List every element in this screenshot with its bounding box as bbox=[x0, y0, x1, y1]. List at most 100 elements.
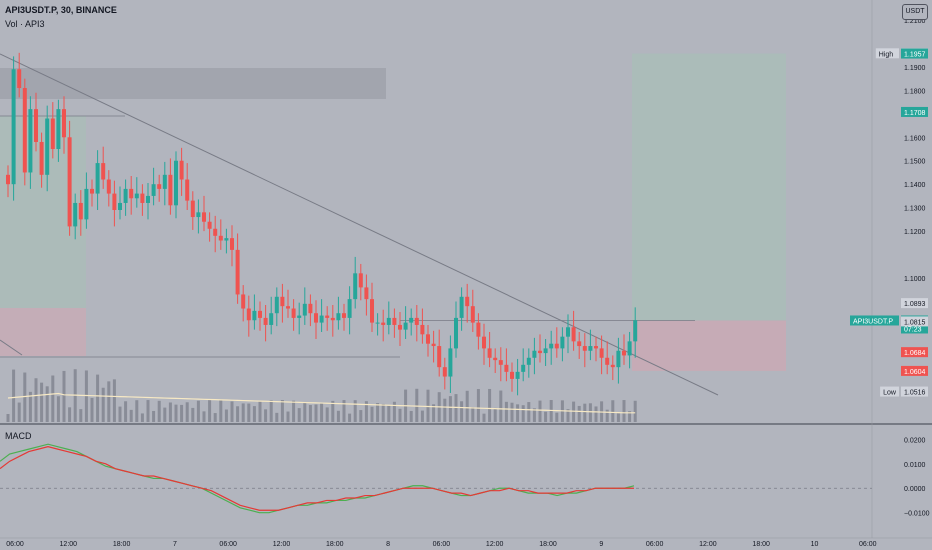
candle-body bbox=[560, 336, 565, 349]
price-tag bbox=[901, 347, 928, 358]
price-tag-label: API3USDT.P bbox=[853, 318, 893, 325]
volume-bar bbox=[241, 403, 245, 422]
volume-bar bbox=[107, 381, 111, 422]
candle-body bbox=[330, 317, 335, 321]
time-tick-label: 06:00 bbox=[859, 541, 877, 548]
volume-bar bbox=[504, 401, 508, 422]
candle-body bbox=[370, 299, 374, 323]
volume-bar bbox=[202, 411, 206, 422]
candle-body bbox=[252, 310, 257, 321]
price-tag-label-box bbox=[880, 386, 899, 397]
candle-body bbox=[123, 188, 128, 203]
candle-body bbox=[190, 200, 195, 218]
candle-body bbox=[235, 249, 240, 295]
volume-bar bbox=[28, 391, 32, 422]
volume-bar bbox=[432, 404, 436, 422]
candle-body bbox=[11, 69, 16, 185]
candle-body bbox=[67, 137, 72, 227]
volume-bar bbox=[443, 398, 447, 422]
candle-body bbox=[465, 296, 470, 307]
price-tick-label: 1.1200 bbox=[904, 229, 926, 236]
volume-bar bbox=[152, 410, 156, 422]
volume-bar bbox=[555, 412, 559, 422]
candle-body bbox=[140, 193, 145, 203]
time-tick-label: 06:00 bbox=[6, 541, 24, 548]
candle-body bbox=[414, 317, 419, 325]
volume-bar bbox=[471, 407, 475, 422]
price-tick-label: 1.1400 bbox=[904, 182, 926, 189]
currency-button[interactable]: USDT bbox=[902, 4, 928, 20]
time-tick-label: 10 bbox=[811, 541, 819, 548]
symbol-title: API3USDT.P, 30, BINANCE bbox=[5, 5, 117, 15]
price-tick-label: 1.2100 bbox=[904, 18, 926, 25]
volume-bar bbox=[527, 402, 531, 422]
candle-body bbox=[571, 327, 576, 342]
price-tick-label: 1.1600 bbox=[904, 135, 926, 142]
candle-body bbox=[521, 364, 526, 372]
volume-bar bbox=[622, 400, 626, 422]
volume-bar bbox=[124, 401, 128, 422]
volume-bar bbox=[426, 389, 430, 422]
volume-bar bbox=[325, 407, 329, 422]
candle-body bbox=[314, 313, 318, 323]
candle-body bbox=[616, 350, 621, 368]
volume-bar bbox=[6, 414, 10, 422]
candle-body bbox=[515, 371, 520, 379]
volume-bar bbox=[208, 400, 212, 422]
candle-body bbox=[90, 188, 94, 194]
trendline bbox=[0, 53, 719, 396]
volume-bar bbox=[224, 409, 228, 422]
time-tick-label: 8 bbox=[386, 541, 390, 548]
candle-body bbox=[286, 306, 290, 309]
candle-body bbox=[554, 343, 559, 349]
candle-body bbox=[325, 315, 330, 318]
price-tick-label: 1.1300 bbox=[904, 206, 926, 213]
candle-body bbox=[493, 357, 498, 361]
volume-bar bbox=[577, 405, 581, 422]
candle-body bbox=[162, 174, 167, 189]
time-tick-label: 18:00 bbox=[752, 541, 770, 548]
volume-bar bbox=[163, 407, 167, 422]
volume-bar bbox=[633, 400, 637, 422]
candle-body bbox=[526, 357, 531, 365]
price-tag bbox=[901, 316, 928, 327]
candle-body bbox=[487, 348, 492, 358]
candle-body bbox=[95, 163, 100, 194]
volume-bar bbox=[331, 400, 335, 422]
price-tag-label: High bbox=[879, 51, 894, 58]
volume-bar bbox=[275, 412, 279, 422]
volume-bar bbox=[499, 390, 503, 422]
time-tick-label: 06:00 bbox=[219, 541, 237, 548]
candle-body bbox=[403, 322, 408, 330]
candle-body bbox=[622, 350, 626, 356]
volume-bar bbox=[353, 400, 357, 422]
price-tag-value: 1.0604 bbox=[904, 369, 926, 376]
candle-body bbox=[627, 341, 632, 356]
candle-body bbox=[594, 346, 598, 349]
time-tick-label: 12:00 bbox=[273, 541, 291, 548]
candle-body bbox=[269, 313, 274, 325]
time-tick-label: 18:00 bbox=[113, 541, 131, 548]
target-zone bbox=[632, 53, 786, 321]
volume-bar bbox=[493, 407, 497, 422]
volume-bar bbox=[364, 401, 368, 422]
volume-bar bbox=[264, 409, 268, 422]
volume-bar bbox=[174, 404, 178, 422]
price-tag-value: 1.0815 bbox=[904, 319, 926, 326]
price-tag-countdown: 07:23 bbox=[904, 326, 922, 333]
candle-body bbox=[437, 346, 442, 368]
candle-body bbox=[213, 228, 218, 236]
price-tick-label: 1.1500 bbox=[904, 159, 926, 166]
candle-body bbox=[577, 341, 582, 347]
candle-body bbox=[34, 109, 38, 142]
volume-bar bbox=[135, 400, 139, 422]
volume-bar bbox=[415, 388, 419, 422]
stop-zone bbox=[632, 320, 786, 371]
candle-body bbox=[263, 317, 268, 325]
volume-bar bbox=[129, 409, 133, 422]
candle-body bbox=[168, 174, 173, 206]
candle-body bbox=[62, 109, 66, 138]
time-tick-label: 12:00 bbox=[60, 541, 78, 548]
candle-body bbox=[599, 348, 604, 358]
